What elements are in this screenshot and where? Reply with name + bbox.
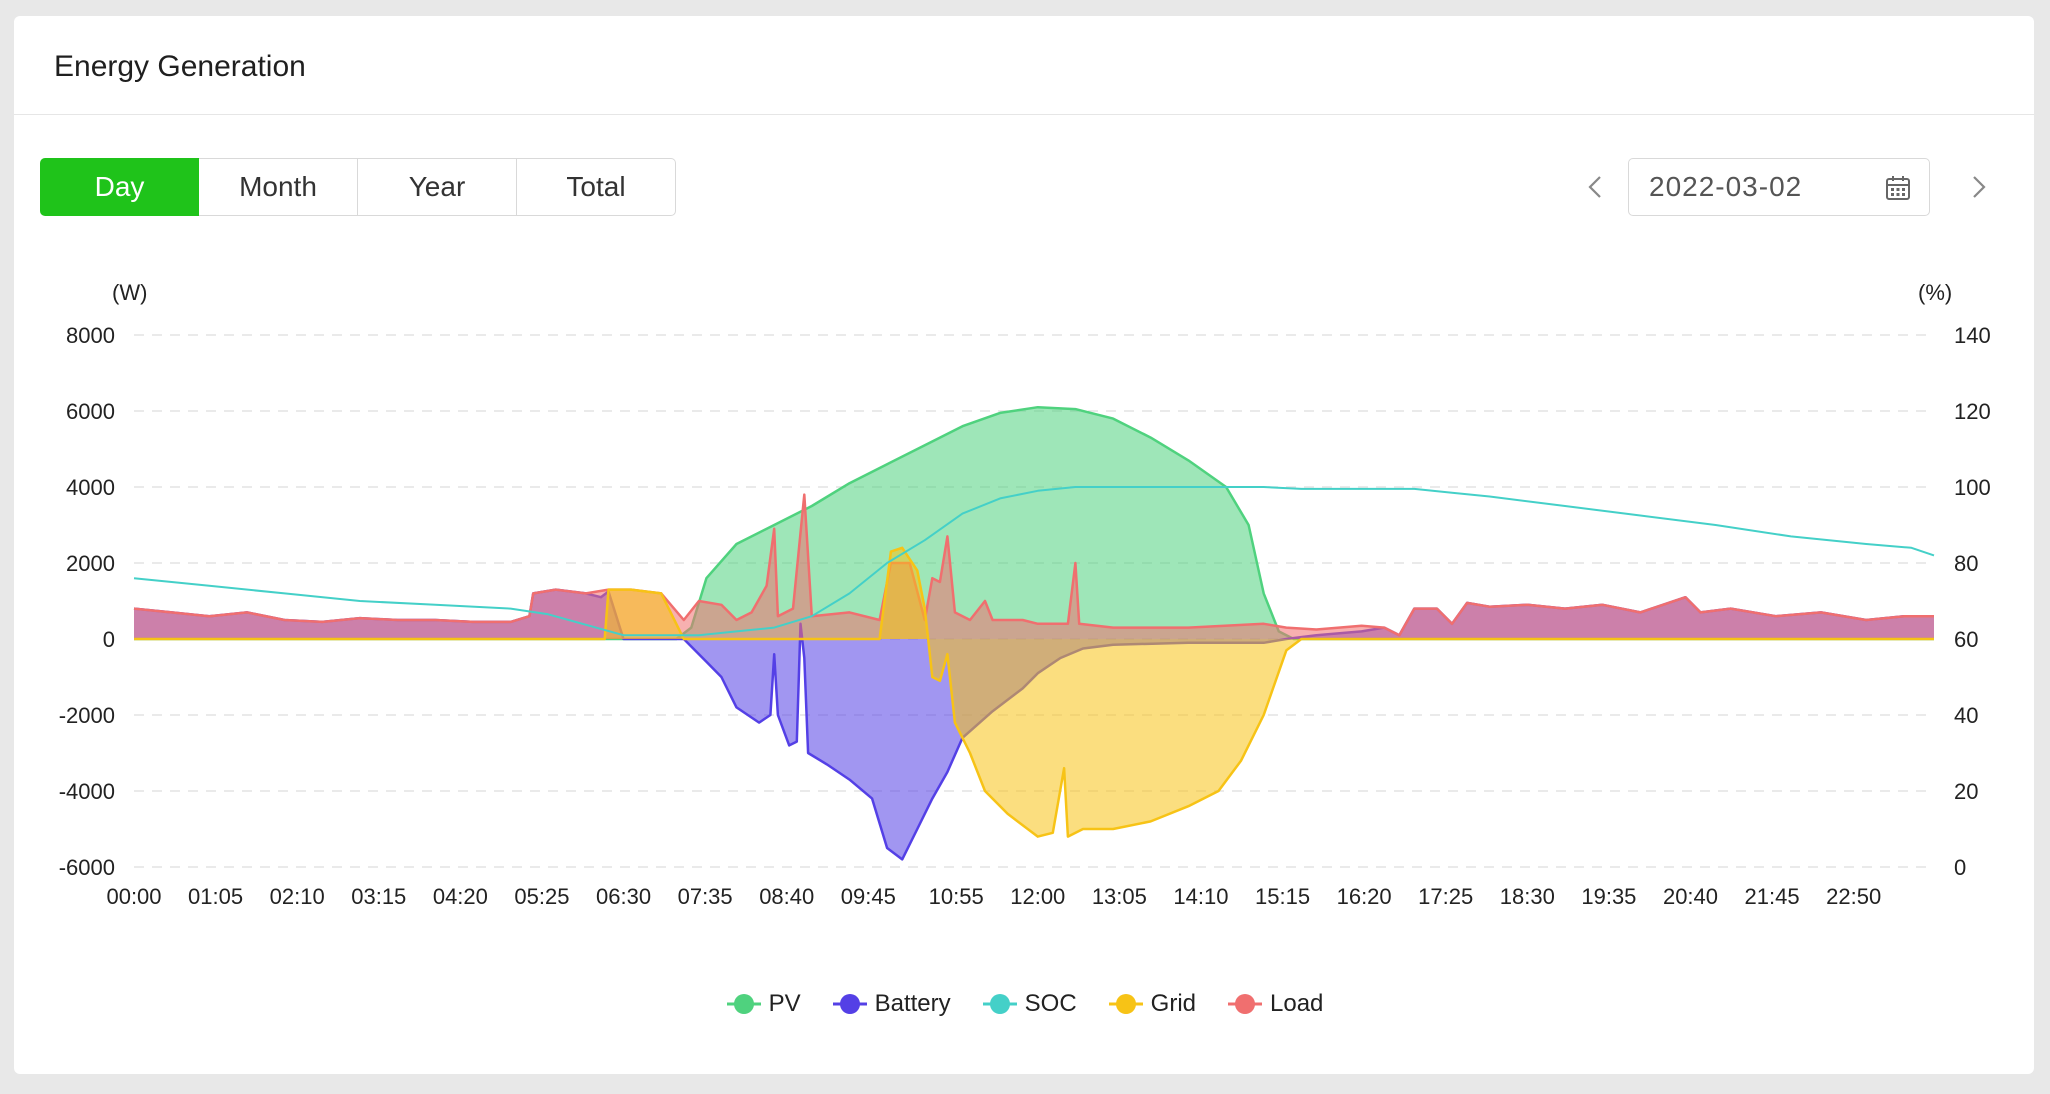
tab-month[interactable]: Month bbox=[199, 158, 358, 216]
y-tick-right: 140 bbox=[1954, 323, 1991, 348]
x-tick-label: 12:00 bbox=[1010, 884, 1065, 909]
legend-label-grid: Grid bbox=[1150, 990, 1196, 1017]
y-tick-right: 60 bbox=[1954, 627, 1978, 652]
series-line-pv bbox=[134, 405, 1934, 641]
x-tick-label: 07:35 bbox=[678, 884, 733, 909]
y-tick-right: 80 bbox=[1954, 551, 1978, 576]
legend-label-battery: Battery bbox=[874, 990, 951, 1017]
y-axis-unit-right: (%) bbox=[1918, 280, 1952, 305]
date-picker[interactable]: 2022-03-02 bbox=[1628, 158, 1930, 216]
series-line-soc bbox=[133, 486, 1935, 637]
series-line-grid bbox=[134, 546, 1934, 838]
series-area-load bbox=[134, 494, 1934, 639]
chevron-left-icon[interactable] bbox=[1580, 170, 1610, 204]
legend-swatch-grid bbox=[1108, 994, 1143, 1014]
x-tick-label: 10:55 bbox=[929, 884, 984, 909]
y-tick-left: 0 bbox=[103, 627, 115, 652]
x-tick-label: 04:20 bbox=[433, 884, 488, 909]
y-tick-right: 120 bbox=[1954, 399, 1991, 424]
legend-label-load: Load bbox=[1270, 990, 1324, 1017]
y-tick-left: 8000 bbox=[66, 323, 115, 348]
legend-label-pv: PV bbox=[768, 990, 801, 1017]
y-tick-left: 2000 bbox=[66, 551, 115, 576]
legend-item-pv[interactable]: PV bbox=[726, 990, 801, 1018]
y-tick-right: 0 bbox=[1954, 855, 1966, 880]
tab-year[interactable]: Year bbox=[358, 158, 517, 216]
y-tick-left: -6000 bbox=[59, 855, 115, 880]
period-tab-group: Day Month Year Total bbox=[40, 158, 676, 216]
y-tick-right: 100 bbox=[1954, 475, 1991, 500]
page-title: Energy Generation bbox=[54, 50, 306, 83]
legend-label-soc: SOC bbox=[1024, 990, 1077, 1017]
x-tick-label: 15:15 bbox=[1255, 884, 1310, 909]
x-tick-label: 17:25 bbox=[1418, 884, 1473, 909]
x-tick-label: 00:00 bbox=[106, 884, 161, 909]
x-tick-label: 14:10 bbox=[1173, 884, 1228, 909]
x-tick-label: 19:35 bbox=[1581, 884, 1636, 909]
calendar-icon[interactable] bbox=[1885, 175, 1911, 208]
legend-swatch-pv bbox=[726, 994, 761, 1014]
x-tick-label: 16:20 bbox=[1337, 884, 1392, 909]
x-tick-label: 18:30 bbox=[1500, 884, 1555, 909]
y-tick-left: 6000 bbox=[66, 399, 115, 424]
legend-swatch-soc bbox=[982, 994, 1017, 1014]
y-tick-right: 40 bbox=[1954, 703, 1978, 728]
series-area-pv bbox=[134, 407, 1934, 639]
legend-item-grid[interactable]: Grid bbox=[1108, 990, 1196, 1018]
y-tick-left: 4000 bbox=[66, 475, 115, 500]
card-header: Energy Generation bbox=[14, 16, 2034, 115]
y-tick-right: 20 bbox=[1954, 779, 1978, 804]
legend-swatch-load bbox=[1228, 994, 1262, 1014]
series-line-load bbox=[133, 493, 1934, 637]
x-tick-label: 02:10 bbox=[270, 884, 325, 909]
tab-total[interactable]: Total bbox=[517, 158, 676, 216]
x-tick-label: 03:15 bbox=[351, 884, 406, 909]
legend-item-load[interactable]: Load bbox=[1228, 990, 1323, 1018]
x-tick-label: 22:50 bbox=[1826, 884, 1881, 909]
legend-swatch-battery bbox=[832, 994, 867, 1014]
x-tick-label: 13:05 bbox=[1092, 884, 1147, 909]
legend-item-soc[interactable]: SOC bbox=[982, 990, 1077, 1018]
y-axis-unit-left: (W) bbox=[112, 280, 147, 305]
x-tick-label: 21:45 bbox=[1745, 884, 1800, 909]
tab-day[interactable]: Day bbox=[40, 158, 199, 216]
x-tick-label: 08:40 bbox=[759, 884, 814, 909]
x-tick-label: 09:45 bbox=[841, 884, 896, 909]
x-tick-label: 01:05 bbox=[188, 884, 243, 909]
x-tick-label: 05:25 bbox=[514, 884, 569, 909]
series-area-grid bbox=[134, 547, 1934, 837]
chart-legend: PV Battery SOC Grid Load bbox=[0, 990, 2050, 1018]
x-tick-label: 20:40 bbox=[1663, 884, 1718, 909]
legend-item-battery[interactable]: Battery bbox=[832, 990, 951, 1018]
x-tick-label: 06:30 bbox=[596, 884, 651, 909]
date-picker-value: 2022-03-02 bbox=[1649, 171, 1803, 202]
y-tick-left: -2000 bbox=[59, 703, 115, 728]
y-tick-left: -4000 bbox=[59, 779, 115, 804]
chevron-right-icon[interactable] bbox=[1964, 170, 1994, 204]
